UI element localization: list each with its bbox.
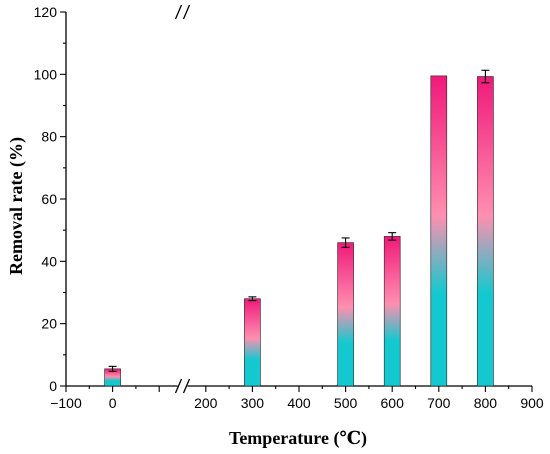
axis-break-mark-top bbox=[182, 4, 191, 20]
y-tick-label: 80 bbox=[41, 129, 57, 145]
x-tick-label: −100 bbox=[50, 395, 82, 411]
bar-600 bbox=[383, 236, 401, 387]
bar-700 bbox=[430, 75, 448, 387]
x-tick-label: 200 bbox=[194, 395, 218, 411]
y-tick-label: 120 bbox=[34, 4, 58, 20]
bars bbox=[104, 69, 494, 387]
x-tick-label: 800 bbox=[474, 395, 498, 411]
x-tick-label: 400 bbox=[287, 395, 311, 411]
x-tick-label: 900 bbox=[520, 395, 544, 411]
axis-break-mark-bottom bbox=[182, 378, 191, 394]
x-tick-label: 300 bbox=[241, 395, 265, 411]
axis-labels: Temperature (℃) Removal rate (%) bbox=[6, 137, 367, 449]
x-tick-label: 500 bbox=[334, 395, 358, 411]
bar-500 bbox=[337, 242, 354, 387]
y-tick-label: 100 bbox=[34, 66, 58, 82]
axis-break-mark-bottom bbox=[174, 378, 183, 394]
axis-break-mark-top bbox=[174, 4, 183, 20]
x-tick-label: 0 bbox=[109, 395, 117, 411]
x-axis-title: Temperature (℃) bbox=[229, 428, 367, 449]
y-axis-title: Removal rate (%) bbox=[6, 137, 27, 275]
bar-800 bbox=[477, 76, 494, 387]
x-tick-label: 600 bbox=[381, 395, 405, 411]
bar-300 bbox=[244, 298, 261, 387]
x-tick-label: 700 bbox=[427, 395, 451, 411]
y-tick-label: 40 bbox=[41, 253, 57, 269]
y-tick-label: 0 bbox=[49, 378, 57, 394]
y-tick-label: 60 bbox=[41, 191, 57, 207]
axis-break-gap-bottom bbox=[177, 380, 188, 392]
y-tick-label: 20 bbox=[41, 316, 57, 332]
